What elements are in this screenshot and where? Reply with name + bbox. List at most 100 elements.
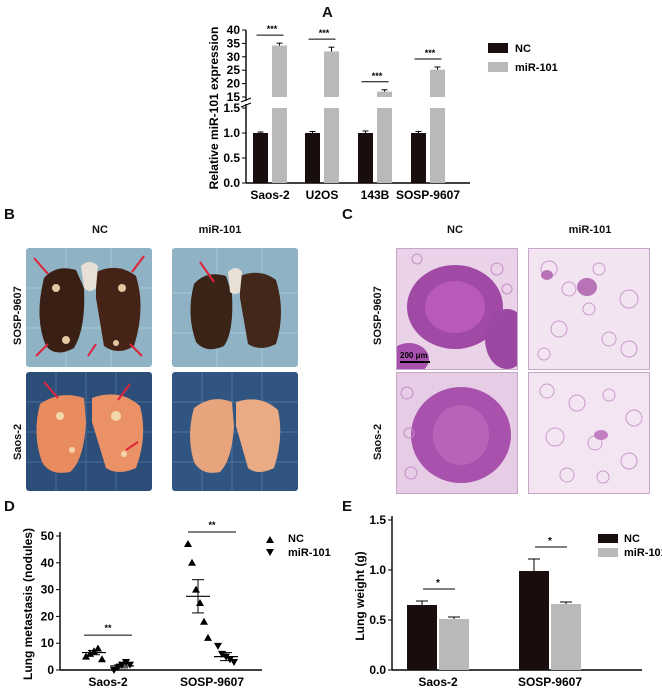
tick-label-e: 0.5 — [369, 613, 386, 627]
point-d-nc — [94, 644, 102, 652]
category-label-a: SOSP-9607 — [396, 188, 460, 200]
category-label-d: SOSP-9607 — [180, 675, 244, 689]
sig-label-d: ** — [104, 623, 112, 633]
bar-a-mir-lower — [272, 108, 287, 183]
lung-photo-sosp-nc — [26, 248, 152, 367]
panel-label-b: B — [4, 206, 15, 223]
category-label-a: Saos-2 — [250, 188, 290, 200]
histology-sosp-nc — [396, 248, 518, 370]
bar-a-mir-lower — [430, 108, 445, 183]
tick-label-e: 1.5 — [369, 513, 386, 527]
tick-label-e: 0.0 — [369, 663, 386, 677]
point-d-mir — [126, 661, 134, 669]
tick-label-a-lower: 0.0 — [223, 176, 240, 190]
legend-d-nc-marker — [266, 536, 274, 543]
bar-a-mir-lower — [377, 108, 392, 183]
tick-label-a-upper: 40 — [227, 23, 241, 37]
legend-a-mir-label: miR-101 — [515, 62, 558, 74]
legend-e-nc-swatch — [598, 534, 618, 543]
bar-a-mir-upper — [324, 51, 339, 97]
point-d-mir — [110, 667, 118, 674]
tick-label-a-upper: 25 — [227, 63, 241, 77]
panel-label-c: C — [342, 206, 353, 223]
tick-label-d: 20 — [41, 609, 55, 623]
point-d-nc — [82, 652, 90, 660]
legend-e-nc-label: NC — [624, 533, 640, 545]
bar-a-nc — [411, 133, 426, 183]
tick-label-e: 1.0 — [369, 563, 386, 577]
tick-label-d: 50 — [41, 529, 55, 543]
tick-label-a-lower: 1.5 — [223, 101, 240, 115]
axis-d-ylabel: Lung metastasis (nodules) — [21, 528, 35, 680]
panel-label-a: A — [322, 4, 333, 21]
chart-d: 0 10 20 30 40 50 Lung metastasis (nodules) Saos… — [21, 520, 331, 689]
bar-a-nc — [358, 133, 373, 183]
legend-a-mir-swatch — [488, 62, 508, 72]
category-label-e: Saos-2 — [418, 675, 458, 689]
category-label-d: Saos-2 — [88, 675, 128, 689]
point-d-nc — [192, 585, 200, 593]
tick-label-a-upper: 15 — [227, 90, 241, 104]
bar-a-mir-upper — [430, 69, 445, 97]
panel-label-d: D — [4, 498, 15, 515]
category-label-a: U2OS — [306, 188, 339, 200]
tick-label-d: 10 — [41, 636, 55, 650]
point-d-nc — [200, 617, 208, 625]
bar-e-nc — [519, 571, 549, 670]
sig-label-a: *** — [372, 71, 383, 81]
sig-label-d: ** — [208, 520, 216, 530]
sig-label-a: *** — [319, 28, 330, 38]
point-d-mir — [226, 656, 234, 664]
tick-label-d: 30 — [41, 583, 55, 597]
bar-a-nc — [305, 133, 320, 183]
legend-e-mir-label: miR-101 — [624, 547, 662, 559]
histology-saos-mir — [528, 372, 650, 494]
legend-d-mir-label: miR-101 — [288, 547, 331, 559]
lung-photo-saos-mir — [172, 372, 298, 491]
tick-label-a-upper: 35 — [227, 36, 241, 50]
tick-label-a-upper: 20 — [227, 77, 241, 91]
category-label-a: 143B — [361, 188, 390, 200]
panel-b-row-sosp: SOSP-9607 — [12, 286, 24, 345]
legend-e-mir-swatch — [598, 548, 618, 557]
bar-a-mir-lower — [324, 108, 339, 183]
panel-c-col-mir: miR-101 — [568, 224, 612, 236]
category-label-e: SOSP-9607 — [518, 675, 582, 689]
point-d-nc — [188, 558, 196, 566]
tick-label-a-lower: 0.5 — [223, 151, 240, 165]
bar-a-mir-upper — [272, 45, 287, 97]
panel-c-col-nc: NC — [447, 224, 463, 236]
bar-e-mir — [551, 604, 581, 670]
bar-e-mir — [439, 619, 469, 670]
panel-c-row-saos: Saos-2 — [372, 423, 384, 460]
axis-e-ylabel: Lung weight (g) — [353, 551, 367, 640]
axis-a-ylabel: Relative miR-101 expression — [207, 27, 221, 190]
point-d-nc — [204, 633, 212, 641]
bar-e-nc — [407, 605, 437, 670]
histology-sosp-mir — [528, 248, 650, 370]
legend-a-nc-swatch — [488, 43, 508, 53]
point-d-mir — [230, 658, 238, 666]
axis-a-break — [240, 97, 252, 108]
scale-bar — [400, 361, 430, 363]
tick-label-a-lower: 1.0 — [223, 126, 240, 140]
panel-b-col-mir: miR-101 — [198, 224, 242, 236]
chart-e: 0.0 0.5 1.0 1.5 Lung weight (g) * Saos-2 * SOSP-… — [353, 513, 662, 689]
tick-label-a-upper: 30 — [227, 50, 241, 64]
sig-label-a: *** — [267, 24, 278, 34]
tick-label-d: 40 — [41, 556, 55, 570]
legend-d-mir-marker — [266, 549, 274, 556]
legend-a-nc-label: NC — [515, 43, 531, 55]
sig-label-a: *** — [425, 48, 436, 58]
sig-label-e: * — [548, 536, 552, 547]
scale-label: 200 μm — [400, 351, 428, 360]
panel-c-row-sosp: SOSP-9607 — [372, 286, 384, 345]
panel-b-row-saos: Saos-2 — [12, 423, 24, 460]
panel-label-e: E — [342, 498, 353, 515]
lung-photo-sosp-mir — [172, 248, 298, 367]
histology-saos-nc — [396, 372, 518, 494]
tick-label-d: 0 — [47, 663, 54, 677]
point-d-mir — [122, 658, 130, 666]
bar-a-mir-upper — [377, 91, 392, 97]
